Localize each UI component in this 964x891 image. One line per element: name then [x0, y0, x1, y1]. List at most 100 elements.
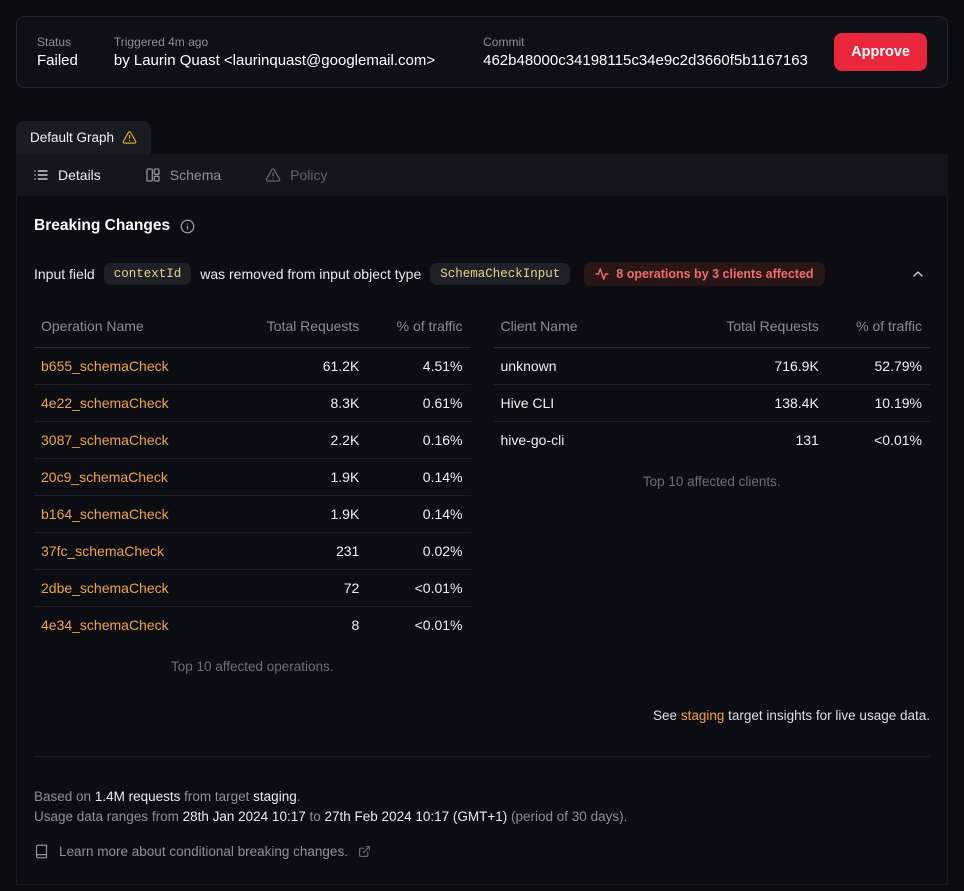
client-name: Hive CLI — [500, 395, 555, 411]
tab-default-graph[interactable]: Default Graph — [16, 121, 152, 154]
operation-link[interactable]: b655_schemaCheck — [41, 358, 169, 374]
triggered-label: Triggered 4m ago — [113, 35, 209, 49]
operation-link[interactable]: b164_schemaCheck — [41, 506, 169, 522]
insights-note-suffix: target insights for live usage data. — [728, 707, 930, 723]
table-header-row: Client Name Total Requests % of traffic — [493, 308, 930, 348]
details-content: Breaking Changes Input field contextId w… — [16, 196, 948, 885]
requests-value: 72 — [230, 569, 368, 607]
type-name-chip: SchemaCheckInput — [430, 263, 571, 285]
usage-to-date: 27th Feb 2024 10:17 (GMT+1) — [324, 808, 508, 824]
approve-button[interactable]: Approve — [834, 33, 927, 71]
table-row: 3087_schemaCheck 2.2K 0.16% — [34, 421, 471, 459]
col-traffic: % of traffic — [826, 308, 930, 348]
requests-value: 8.3K — [230, 384, 368, 422]
triggered-block: Triggered 4m ago by Laurin Quast <laurin… — [114, 35, 435, 69]
check-summary-card: Status Failed Triggered 4m ago by Laurin… — [16, 16, 948, 88]
requests-value: 8 — [351, 617, 360, 634]
table-row: 37fc_schemaCheck 231 0.02% — [34, 532, 471, 570]
table-row: b655_schemaCheck 61.2K 4.51% — [34, 347, 471, 385]
tab-details[interactable]: Details — [33, 167, 101, 183]
operation-link[interactable]: 4e34_schemaCheck — [41, 617, 169, 634]
requests-value: 231 — [230, 532, 368, 570]
target-insights-note: See staging target insights for live usa… — [34, 708, 930, 723]
commit-label: Commit — [483, 35, 525, 49]
traffic-value: <0.01% — [414, 617, 463, 634]
traffic-value: <0.01% — [367, 569, 471, 607]
client-name: unknown — [500, 358, 557, 374]
footer-divider — [34, 755, 930, 757]
info-icon[interactable] — [180, 219, 195, 234]
affected-tables: Operation Name Total Requests % of traff… — [34, 308, 930, 688]
usage-range-prefix: Usage data ranges from — [34, 808, 179, 824]
usage-dot: . — [296, 788, 301, 804]
check-panel: Details Schema Policy Breaking Changes — [16, 154, 948, 885]
affected-operations-badge: 8 operations by 3 clients affected — [584, 262, 825, 286]
warning-icon — [122, 130, 137, 145]
traffic-value: 4.51% — [367, 347, 471, 385]
breaking-changes-header: Breaking Changes — [34, 217, 930, 235]
field-name-chip: contextId — [103, 263, 192, 285]
operations-table-container: Operation Name Total Requests % of traff… — [34, 308, 471, 688]
commit-hash: 462b48000c34198115c34e9c2d3660f5b1167163 — [483, 52, 808, 69]
tab-policy[interactable]: Policy — [265, 167, 328, 183]
usage-from-date: 28th Jan 2024 10:17 — [182, 808, 306, 824]
requests-value: 131 — [795, 432, 819, 449]
usage-based-on: Based on — [34, 788, 92, 804]
schema-icon — [145, 167, 161, 183]
affected-badge-label: 8 operations by 3 clients affected — [616, 267, 814, 281]
table-row: unknown 716.9K 52.79% — [493, 347, 930, 385]
usage-line-2: Usage data ranges from 28th Jan 2024 10:… — [34, 807, 930, 827]
traffic-value: 0.14% — [367, 495, 471, 533]
operation-link[interactable]: 37fc_schemaCheck — [41, 543, 164, 559]
tab-schema-label: Schema — [169, 167, 222, 183]
tabs-bar: Details Schema Policy — [16, 154, 948, 196]
clients-table-caption: Top 10 affected clients. — [642, 473, 781, 489]
tab-policy-label: Policy — [290, 167, 328, 183]
graph-tab-label: Default Graph — [30, 130, 115, 145]
table-header-row: Operation Name Total Requests % of traff… — [34, 308, 471, 348]
learn-more-label: Learn more about conditional breaking ch… — [59, 843, 348, 859]
change-text-after: was removed from input object type — [200, 266, 422, 282]
client-name: hive-go-cli — [500, 432, 565, 449]
operation-link[interactable]: 20c9_schemaCheck — [41, 469, 168, 485]
requests-value: 138.4K — [689, 384, 827, 422]
collapse-chevron-button[interactable] — [906, 262, 930, 286]
col-traffic: % of traffic — [367, 308, 471, 348]
table-row: 2dbe_schemaCheck 72 <0.01% — [34, 569, 471, 607]
usage-request-count: 1.4M requests — [94, 788, 181, 804]
breaking-change-description: Input field contextId was removed from i… — [34, 262, 825, 286]
staging-target-link[interactable]: staging — [680, 707, 725, 723]
table-row: b164_schemaCheck 1.9K 0.14% — [34, 495, 471, 533]
usage-to-word: to — [309, 808, 321, 824]
learn-more-link[interactable]: Learn more about conditional breaking ch… — [34, 844, 371, 859]
clients-table-container: Client Name Total Requests % of traffic … — [493, 308, 931, 503]
status-label: Status — [37, 35, 72, 49]
page-title: Breaking Changes — [34, 217, 171, 234]
col-total-requests: Total Requests — [230, 308, 368, 348]
operation-link[interactable]: 3087_schemaCheck — [41, 432, 169, 448]
change-text-before: Input field — [34, 266, 95, 282]
usage-from-target: from target — [184, 788, 250, 804]
table-row: 4e22_schemaCheck 8.3K 0.61% — [34, 384, 471, 422]
col-total-requests: Total Requests — [689, 308, 827, 348]
col-client-name: Client Name — [493, 308, 690, 348]
breaking-change-row: Input field contextId was removed from i… — [34, 262, 930, 286]
requests-value: 716.9K — [689, 347, 827, 385]
usage-line-1: Based on 1.4M requests from target stagi… — [34, 787, 930, 807]
traffic-value: 52.79% — [826, 347, 930, 385]
table-row: Hive CLI 138.4K 10.19% — [493, 384, 930, 422]
triggered-author: by Laurin Quast <laurinquast@googlemail.… — [113, 52, 436, 69]
traffic-value: 0.14% — [367, 458, 471, 496]
external-link-icon — [358, 845, 371, 858]
activity-pulse-icon — [595, 267, 609, 281]
operation-link[interactable]: 2dbe_schemaCheck — [41, 580, 169, 596]
status-value: Failed — [37, 52, 78, 69]
table-row: 4e34_schemaCheck 8 <0.01% — [34, 607, 471, 644]
table-row: hive-go-cli 131 <0.01% — [494, 422, 931, 459]
requests-value: 61.2K — [230, 347, 368, 385]
traffic-value: <0.01% — [874, 432, 922, 449]
traffic-value: 0.02% — [367, 532, 471, 570]
tab-schema[interactable]: Schema — [145, 167, 221, 183]
usage-summary: Based on 1.4M requests from target stagi… — [34, 787, 930, 827]
operation-link[interactable]: 4e22_schemaCheck — [41, 395, 169, 411]
